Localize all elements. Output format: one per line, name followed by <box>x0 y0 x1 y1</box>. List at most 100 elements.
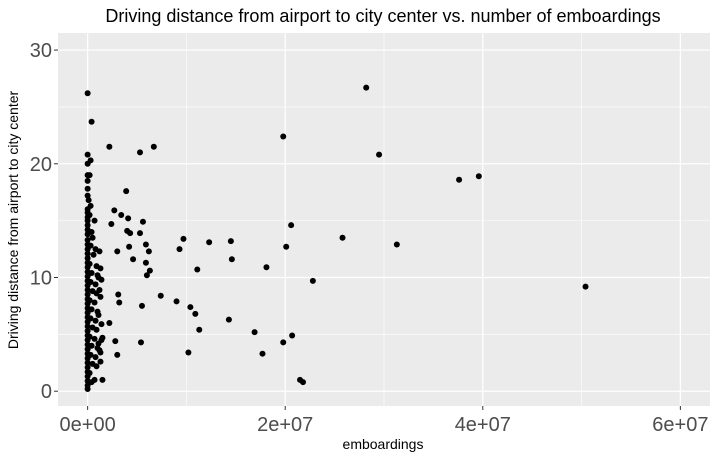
data-point <box>84 346 91 353</box>
data-point <box>98 321 105 328</box>
data-point <box>91 217 98 224</box>
data-point <box>143 272 150 279</box>
data-point <box>91 335 98 342</box>
data-point <box>116 299 123 306</box>
data-point <box>111 207 118 214</box>
data-point <box>475 173 482 180</box>
data-point <box>88 118 95 125</box>
data-point <box>93 363 100 370</box>
data-point <box>84 291 91 298</box>
data-point <box>299 379 306 386</box>
data-point <box>95 274 102 281</box>
chart-title: Driving distance from airport to city ce… <box>105 6 660 26</box>
data-point <box>145 248 152 255</box>
data-point <box>280 133 287 140</box>
data-point <box>97 265 104 272</box>
data-point <box>87 242 94 249</box>
data-point <box>136 230 143 237</box>
data-point <box>227 238 234 245</box>
data-point <box>114 248 121 255</box>
data-point <box>225 316 232 323</box>
x-axis-ticks: 0e+00 2e+07 4e+07 6e+07 <box>60 406 708 436</box>
data-point <box>173 298 180 305</box>
data-point <box>176 246 183 253</box>
data-point <box>289 332 296 339</box>
data-point <box>91 376 98 383</box>
data-point <box>97 293 104 300</box>
data-point <box>84 323 91 330</box>
data-point <box>86 370 93 377</box>
data-point <box>228 256 235 263</box>
data-point <box>180 235 187 242</box>
data-point <box>376 151 383 158</box>
data-point <box>84 90 91 97</box>
data-point <box>84 222 91 229</box>
y-axis-title: Driving distance from airport to city ce… <box>5 91 21 350</box>
x-tick-label: 0e+00 <box>60 414 116 436</box>
data-point <box>84 364 91 371</box>
data-point <box>192 310 199 317</box>
data-point <box>124 227 131 234</box>
data-point <box>194 266 201 273</box>
minor-grid <box>58 33 710 406</box>
data-point <box>582 283 589 290</box>
data-point <box>84 160 91 167</box>
data-point <box>84 177 91 184</box>
data-points <box>84 84 589 392</box>
data-point <box>95 312 102 319</box>
data-point <box>86 297 93 304</box>
data-point <box>108 221 115 228</box>
data-point <box>84 273 91 280</box>
data-point <box>97 349 104 356</box>
data-point <box>114 351 121 358</box>
data-point <box>142 241 149 248</box>
data-point <box>99 376 106 383</box>
data-point <box>84 236 91 243</box>
data-point <box>84 327 91 334</box>
data-point <box>97 358 104 365</box>
data-point <box>88 306 95 313</box>
data-point <box>84 309 91 316</box>
data-point <box>92 281 99 288</box>
data-point <box>92 354 99 361</box>
data-point <box>259 350 266 357</box>
data-point <box>138 302 145 309</box>
data-point <box>84 250 91 257</box>
data-point <box>118 211 125 218</box>
y-axis-ticks: 0 10 20 30 <box>30 40 58 403</box>
data-point <box>196 326 203 333</box>
data-point <box>130 256 137 263</box>
data-point <box>150 143 157 150</box>
y-tick-label: 20 <box>30 154 52 176</box>
data-point <box>84 255 91 262</box>
data-point <box>106 143 113 150</box>
data-point <box>88 229 95 236</box>
data-point <box>84 359 91 366</box>
data-point <box>142 259 149 266</box>
data-point <box>87 279 94 286</box>
x-tick-label: 2e+07 <box>257 414 313 436</box>
data-point <box>90 251 97 258</box>
data-point <box>96 287 103 294</box>
data-point <box>363 84 370 91</box>
data-point <box>283 243 290 250</box>
data-point <box>84 385 91 392</box>
data-point <box>93 326 100 333</box>
data-point <box>393 241 400 248</box>
data-point <box>84 151 91 158</box>
data-point <box>139 218 146 225</box>
data-point <box>136 149 143 156</box>
data-point <box>187 304 194 311</box>
data-point <box>85 197 92 204</box>
y-tick-label: 30 <box>30 40 52 62</box>
data-point <box>96 248 103 255</box>
y-tick-label: 0 <box>41 381 52 403</box>
data-point <box>84 217 91 224</box>
data-point <box>126 243 133 250</box>
data-point <box>86 211 93 218</box>
data-point <box>146 267 153 274</box>
data-point <box>339 234 346 241</box>
data-point <box>84 185 91 192</box>
data-point <box>157 292 164 299</box>
